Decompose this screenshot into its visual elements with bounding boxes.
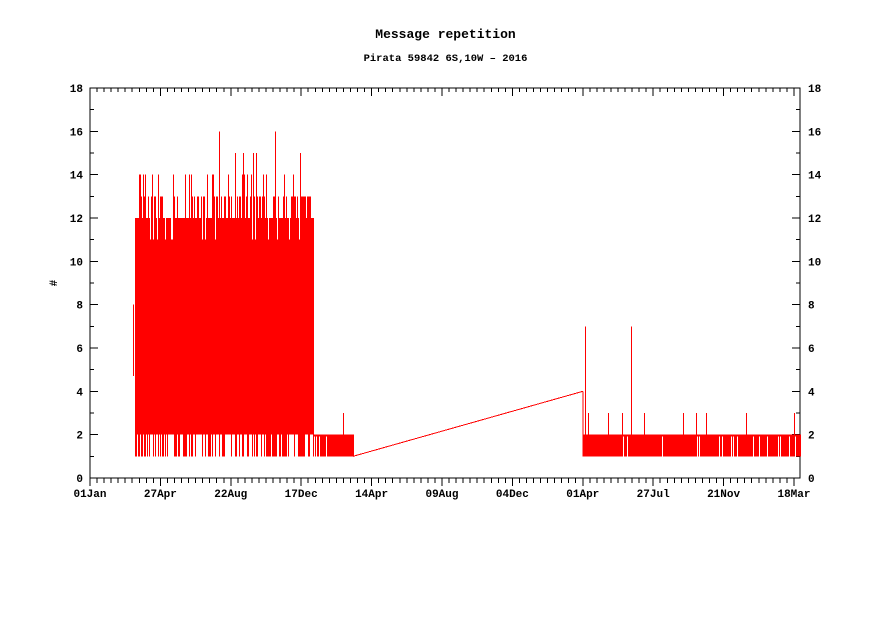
- data-series: [132, 131, 801, 457]
- x-tick-label: 27Jul: [637, 489, 670, 501]
- y-tick-label-right: 16: [808, 127, 821, 139]
- y-tick-label-right: 4: [808, 387, 815, 399]
- y-tick-label-right: 18: [808, 84, 822, 96]
- y-tick-label-left: 6: [76, 344, 83, 356]
- x-tick-label: 01Apr: [566, 489, 599, 501]
- x-tick-label: 14Apr: [355, 489, 388, 501]
- y-tick-label-left: 4: [76, 387, 83, 399]
- x-tick-label: 09Aug: [425, 489, 458, 501]
- y-axis: 0 0 2 2 4 4 6 6 8 8 10 10 12 12 14 14 16 16 18 18 #: [49, 84, 822, 486]
- y-tick-label-right: 6: [808, 344, 815, 356]
- y-tick-label-left: 0: [76, 474, 83, 486]
- x-tick-label: 27Apr: [144, 489, 177, 501]
- y-tick-label-right: 0: [808, 474, 815, 486]
- x-tick-label: 17Dec: [285, 489, 318, 501]
- y-tick-label-left: 2: [76, 431, 83, 443]
- y-tick-label-left: 18: [70, 84, 84, 96]
- y-tick-label-left: 16: [70, 127, 83, 139]
- y-tick-label-left: 10: [70, 257, 83, 269]
- y-tick-label-left: 12: [70, 214, 83, 226]
- y-tick-label-right: 10: [808, 257, 821, 269]
- y-tick-label-left: 8: [76, 301, 83, 313]
- y-axis-title: #: [49, 279, 61, 286]
- y-tick-label-right: 2: [808, 431, 815, 443]
- x-tick-label: 01Jan: [73, 489, 106, 501]
- chart-title: Message repetition: [375, 27, 516, 42]
- x-tick-label: 04Dec: [496, 489, 529, 501]
- x-tick-label: 21Nov: [707, 489, 740, 501]
- x-tick-label: 18Mar: [777, 489, 810, 501]
- chart-subtitle: Pirata 59842 6S,10W – 2016: [363, 53, 528, 65]
- y-tick-label-right: 14: [808, 171, 822, 183]
- y-tick-label-right: 8: [808, 301, 815, 313]
- y-tick-label-right: 12: [808, 214, 821, 226]
- x-tick-label: 22Aug: [214, 489, 247, 501]
- x-axis: 01Jan 27Apr 22Aug 17Dec 14Apr 09Aug 04Dec 01Apr…: [73, 88, 810, 501]
- y-tick-label-left: 14: [70, 171, 84, 183]
